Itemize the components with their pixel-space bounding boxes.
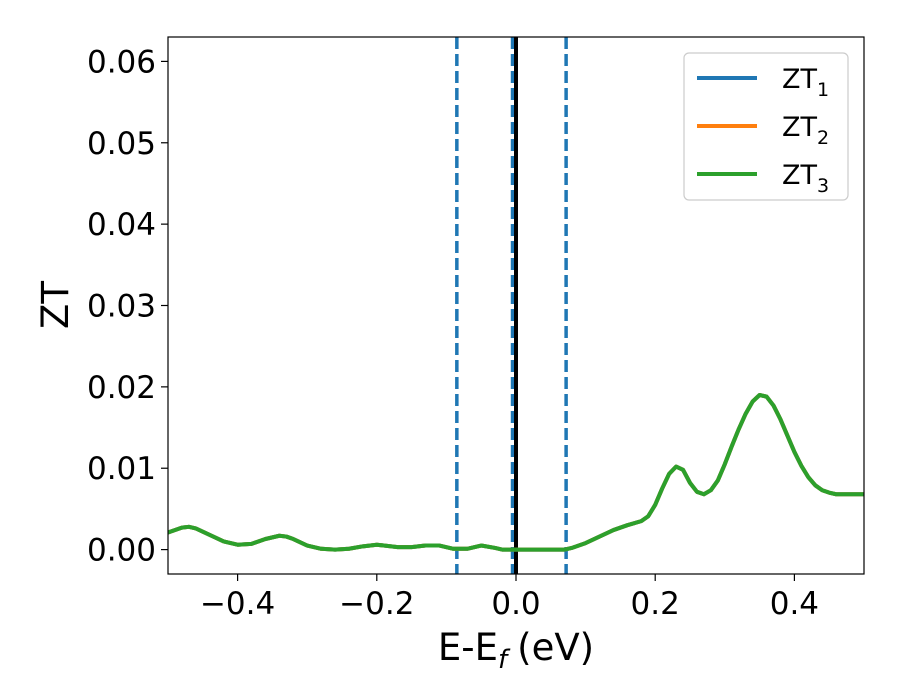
y-tick-label: 0.04 bbox=[87, 207, 156, 243]
y-tick-label: 0.00 bbox=[87, 533, 156, 569]
y-tick-label: 0.01 bbox=[87, 451, 156, 487]
y-tick-label: 0.06 bbox=[87, 44, 156, 80]
legend-label-ZT1: ZT1 bbox=[782, 64, 829, 101]
legend-box bbox=[683, 52, 849, 201]
legend-label-ZT2: ZT2 bbox=[782, 112, 829, 149]
series-lines bbox=[168, 393, 864, 552]
y-tick-label: 0.05 bbox=[87, 126, 156, 162]
series-line-ZT3 bbox=[168, 393, 864, 552]
y-axis-ticks: 0.00 0.01 0.02 0.03 0.04 0.05 0.06 bbox=[87, 44, 168, 569]
x-tick-label: −0.2 bbox=[339, 586, 414, 622]
x-axis-ticks: −0.4 −0.2 0.0 0.2 0.4 bbox=[200, 574, 819, 622]
x-axis-title: E-Ef (eV) bbox=[438, 626, 594, 675]
x-tick-label: −0.4 bbox=[200, 586, 275, 622]
x-tick-label: 0.2 bbox=[631, 586, 680, 622]
y-tick-label: 0.02 bbox=[87, 370, 156, 406]
x-tick-label: 0.4 bbox=[770, 586, 819, 622]
y-axis-title: ZT bbox=[34, 281, 77, 329]
legend: ZT1 ZT2 ZT3 bbox=[683, 52, 849, 201]
x-tick-label: 0.0 bbox=[491, 586, 540, 622]
legend-entries: ZT1 ZT2 ZT3 bbox=[697, 64, 829, 197]
legend-label-ZT3: ZT3 bbox=[782, 160, 829, 197]
y-tick-label: 0.03 bbox=[87, 289, 156, 325]
reference-lines bbox=[455, 37, 568, 574]
